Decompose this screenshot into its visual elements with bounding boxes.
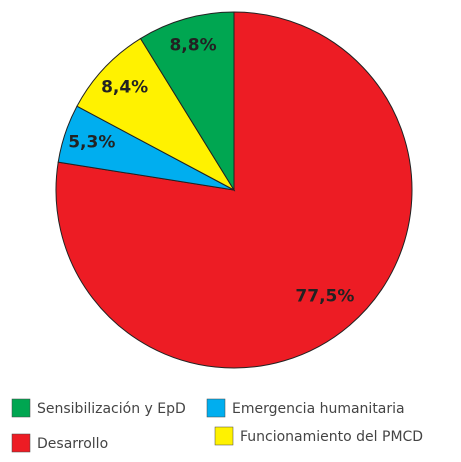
slice-label: 77,5% <box>295 286 354 306</box>
slice-label: 8,8% <box>169 36 216 56</box>
pie-slice <box>139 11 235 192</box>
legend-label: Emergencia humanitaria <box>232 401 405 417</box>
legend-swatch <box>206 398 226 418</box>
slice-label: 8,4% <box>101 77 148 97</box>
legend-label: Desarrollo <box>37 436 108 452</box>
legend-label: Funcionamiento del PMCD <box>240 429 423 445</box>
pie-slice <box>76 37 236 192</box>
legend-swatch <box>11 433 31 453</box>
slice-label: 5,3% <box>68 132 115 152</box>
legend-swatch <box>11 398 31 418</box>
legend-swatch <box>214 426 234 446</box>
legend-label: Sensibilización y EpD <box>37 401 186 417</box>
